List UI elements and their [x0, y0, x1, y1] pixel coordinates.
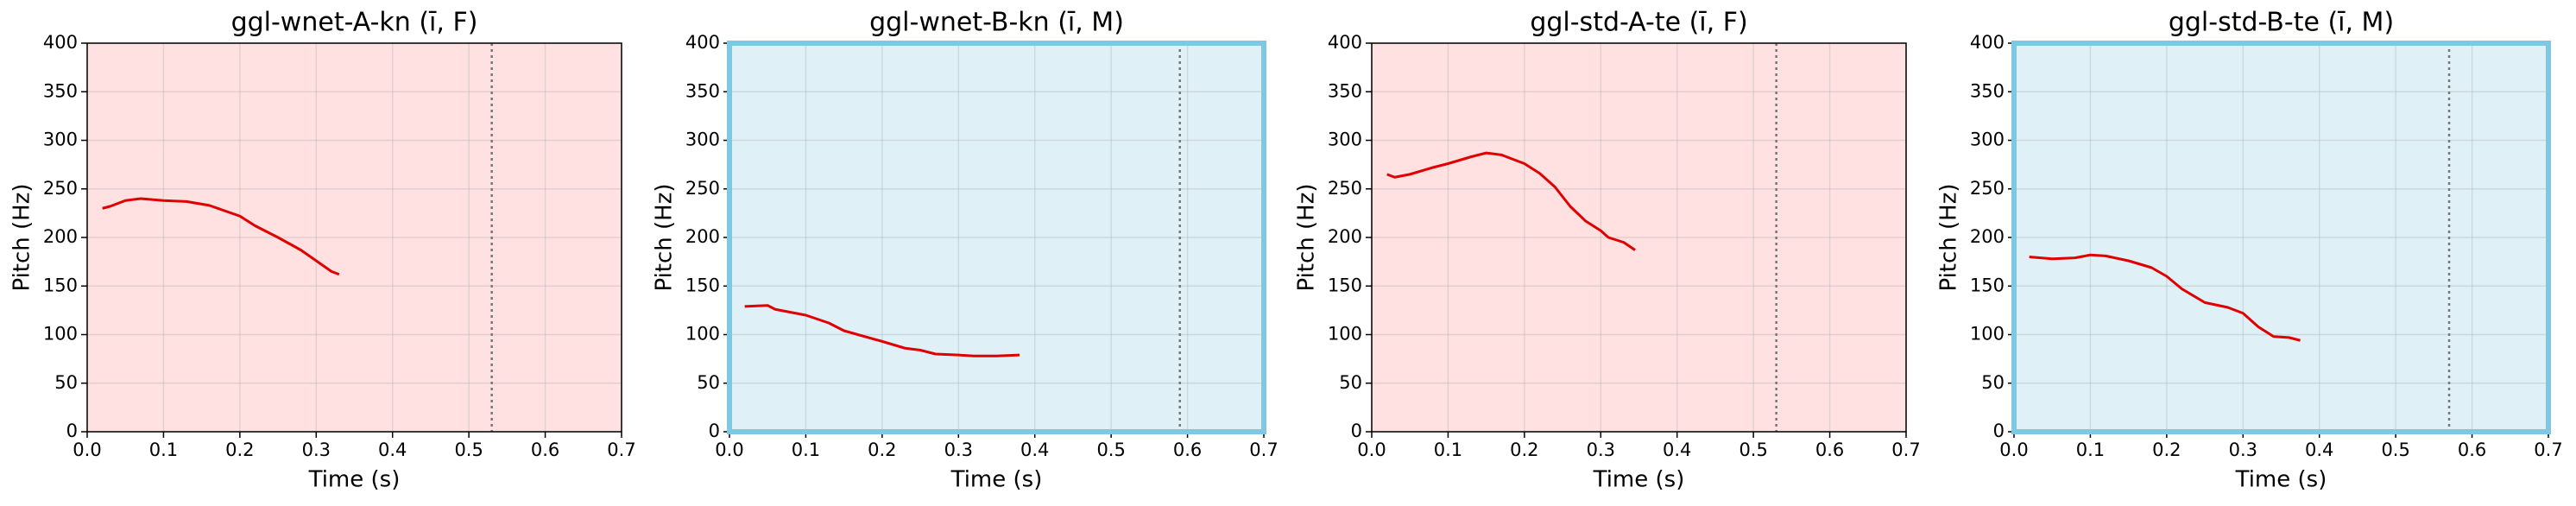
plot-background	[2014, 43, 2548, 432]
x-tick-label: 0.5	[454, 440, 483, 460]
y-tick-label: 250	[685, 178, 720, 199]
x-tick-label: 0.6	[1173, 440, 1202, 460]
subplot: 0.0 0.1 0.2 0.3 0.4 0.5 0.6 0.7 0 50 100 150 200 250 3…	[1294, 8, 1921, 493]
pitch-line	[744, 304, 1020, 357]
x-tick-label: 0.7	[607, 440, 635, 460]
x-tick-label: 0.4	[2305, 440, 2333, 460]
y-tick-label: 0	[1351, 421, 1362, 441]
x-tick-label: 0.6	[2458, 440, 2486, 460]
subplot: 0.0 0.1 0.2 0.3 0.4 0.5 0.6 0.7 0 50 100 150 200 250 3…	[1936, 8, 2563, 493]
subplot: 0.0 0.1 0.2 0.3 0.4 0.5 0.6 0.7 0 50 100 150 200 250 3…	[9, 8, 636, 493]
x-tick-label: 0.6	[1815, 440, 1844, 460]
y-tick-label: 50	[54, 372, 78, 393]
y-tick-label: 50	[1981, 372, 2005, 393]
x-tick-label: 0.1	[149, 440, 178, 460]
x-tick-label: 0.5	[2381, 440, 2409, 460]
x-tick-label: 0.3	[2229, 440, 2257, 460]
x-axis-label: Time (s)	[950, 467, 1043, 493]
chart-title: ggl-wnet-B-kn (ī, M)	[869, 8, 1124, 38]
y-tick-label: 300	[43, 130, 78, 150]
x-tick-label: 0.0	[73, 440, 101, 460]
y-tick-label: 350	[43, 80, 78, 101]
y-axis-label: Pitch (Hz)	[1936, 183, 1962, 291]
y-tick-label: 100	[43, 324, 78, 345]
plot-background	[1372, 43, 1906, 432]
x-tick-label: 0.3	[944, 440, 973, 460]
y-tick-label: 300	[685, 130, 720, 150]
x-tick-label: 0.4	[1663, 440, 1691, 460]
x-tick-label: 0.1	[2076, 440, 2105, 460]
x-axis-label: Time (s)	[2235, 467, 2327, 493]
x-tick-label: 0.4	[378, 440, 407, 460]
y-tick-label: 150	[1970, 275, 2005, 295]
y-tick-label: 200	[1970, 226, 2005, 247]
x-tick-label: 0.7	[2534, 440, 2562, 460]
x-tick-label: 0.0	[1357, 440, 1386, 460]
x-tick-label: 0.1	[792, 440, 820, 460]
y-tick-label: 200	[1328, 226, 1362, 247]
x-tick-label: 0.7	[1891, 440, 1920, 460]
x-tick-label: 0.0	[715, 440, 743, 460]
axes-frame	[86, 42, 622, 433]
y-tick-label: 250	[43, 178, 78, 199]
x-tick-label: 0.2	[868, 440, 896, 460]
y-tick-label: 400	[1970, 32, 2005, 53]
y-tick-label: 250	[1328, 178, 1362, 199]
y-tick-label: 200	[685, 226, 720, 247]
y-tick-label: 0	[1993, 421, 2005, 441]
highlight-border	[2011, 41, 2551, 434]
y-tick-label: 400	[43, 32, 78, 53]
y-tick-label: 100	[685, 324, 720, 345]
pitch-line	[102, 197, 340, 276]
pitch-line	[2029, 253, 2301, 342]
y-tick-label: 200	[43, 226, 78, 247]
x-tick-label: 0.3	[1587, 440, 1615, 460]
y-tick-label: 350	[1328, 80, 1362, 101]
subplot: 0.0 0.1 0.2 0.3 0.4 0.5 0.6 0.7 0 50 100 150 200 250 3…	[652, 8, 1279, 493]
x-tick-label: 0.4	[1020, 440, 1049, 460]
y-tick-label: 150	[685, 275, 720, 295]
x-tick-label: 0.7	[1249, 440, 1278, 460]
y-tick-label: 400	[1328, 32, 1362, 53]
y-tick-label: 50	[1339, 372, 1362, 393]
y-tick-label: 350	[1970, 80, 2005, 101]
y-axis-label: Pitch (Hz)	[9, 183, 35, 291]
plot-background	[87, 43, 622, 432]
x-tick-label: 0.5	[1096, 440, 1125, 460]
x-tick-label: 0.6	[531, 440, 559, 460]
x-axis-label: Time (s)	[1593, 467, 1685, 493]
y-tick-label: 300	[1328, 130, 1362, 150]
y-tick-label: 350	[685, 80, 720, 101]
x-tick-label: 0.2	[1510, 440, 1538, 460]
y-tick-label: 0	[66, 421, 78, 441]
y-tick-label: 300	[1970, 130, 2005, 150]
y-tick-label: 100	[1328, 324, 1362, 345]
y-tick-label: 150	[43, 275, 78, 295]
y-tick-label: 400	[685, 32, 720, 53]
y-axis-label: Pitch (Hz)	[652, 183, 678, 291]
y-axis-label: Pitch (Hz)	[1294, 183, 1320, 291]
chart-title: ggl-wnet-A-kn (ī, F)	[231, 8, 478, 38]
x-tick-label: 0.2	[225, 440, 254, 460]
x-axis-label: Time (s)	[308, 467, 401, 493]
x-tick-label: 0.0	[1999, 440, 2028, 460]
y-tick-label: 100	[1970, 324, 2005, 345]
chart-title: ggl-std-B-te (ī, M)	[2169, 8, 2394, 38]
highlight-border	[727, 41, 1266, 434]
plot-background	[729, 43, 1264, 432]
chart-title: ggl-std-A-te (ī, F)	[1530, 8, 1747, 38]
y-tick-label: 0	[709, 421, 720, 441]
pitch-line	[1386, 151, 1636, 251]
x-tick-label: 0.2	[2152, 440, 2181, 460]
y-tick-label: 250	[1970, 178, 2005, 199]
axes-frame	[1371, 42, 1907, 433]
x-tick-label: 0.3	[302, 440, 331, 460]
y-tick-label: 150	[1328, 275, 1362, 295]
x-tick-label: 0.5	[1739, 440, 1767, 460]
x-tick-label: 0.1	[1434, 440, 1462, 460]
y-tick-label: 50	[697, 372, 720, 393]
